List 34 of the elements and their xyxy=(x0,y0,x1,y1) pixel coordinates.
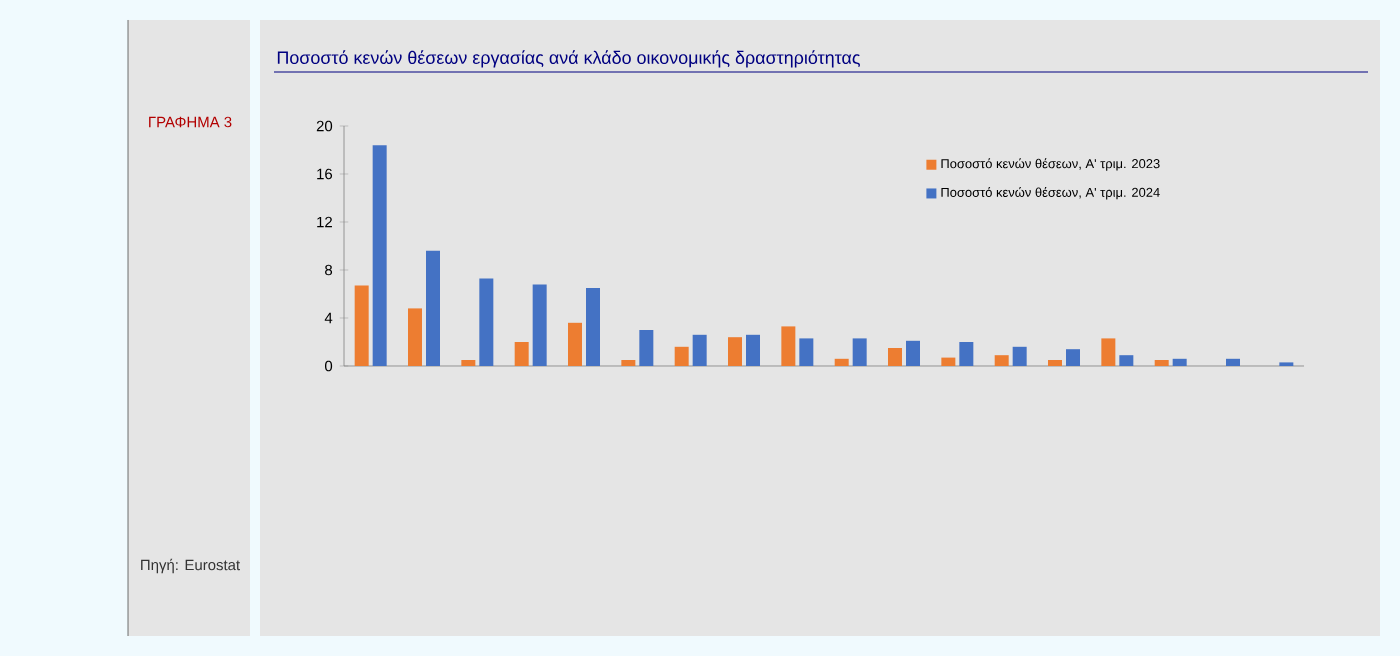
bar xyxy=(461,360,476,366)
bar xyxy=(568,322,583,366)
bar xyxy=(746,334,760,366)
bar xyxy=(1048,360,1063,366)
bar xyxy=(586,288,600,366)
bar xyxy=(408,308,423,366)
bar xyxy=(1154,360,1169,366)
bar xyxy=(1172,358,1187,366)
bar xyxy=(1226,358,1241,366)
bar xyxy=(888,348,903,366)
bar xyxy=(728,337,743,366)
bar xyxy=(1101,338,1116,366)
bar xyxy=(959,342,974,366)
bar xyxy=(514,342,529,366)
chart-title: Ποσοστό κενών θέσεων εργασίας ανά κλάδο οικονομικής δραστηριότητας xyxy=(277,50,860,68)
bar xyxy=(354,285,369,366)
bar xyxy=(674,346,689,366)
bar xyxy=(426,250,440,366)
bar xyxy=(479,278,494,366)
bar xyxy=(781,326,796,366)
bar xyxy=(852,338,867,366)
bar xyxy=(372,145,387,366)
bar xyxy=(532,284,547,366)
bar xyxy=(799,338,814,366)
bar xyxy=(834,358,849,366)
bar xyxy=(1119,355,1134,366)
bar xyxy=(621,360,636,366)
bar xyxy=(1066,349,1081,366)
bar xyxy=(906,340,920,366)
bar xyxy=(1012,346,1027,366)
bar xyxy=(941,357,956,366)
bar xyxy=(692,334,707,366)
bar xyxy=(994,355,1009,366)
bar xyxy=(639,330,654,366)
